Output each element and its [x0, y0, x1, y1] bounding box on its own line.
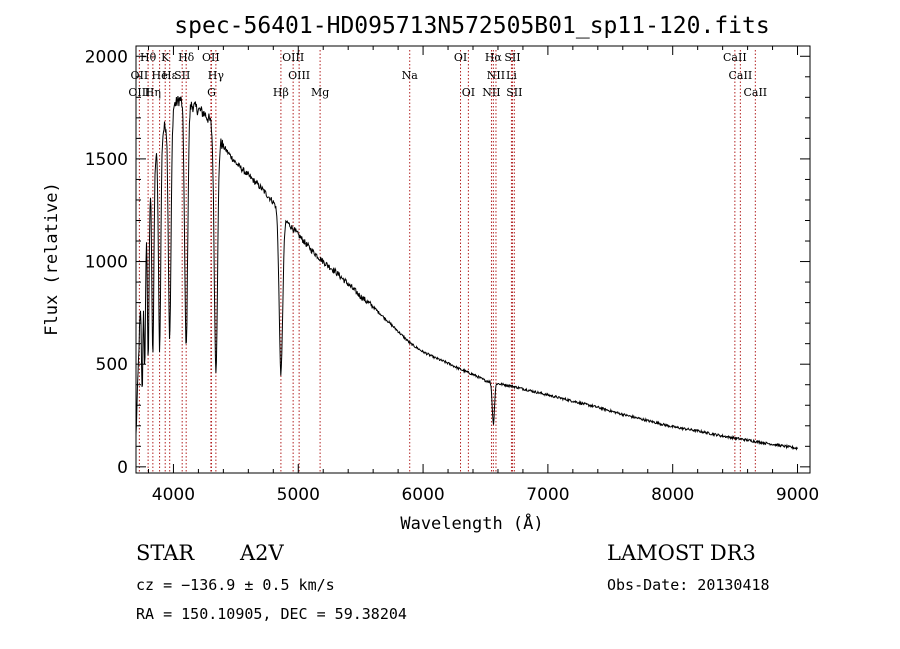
spectral-line-label: Mg [311, 86, 329, 99]
spectral-line-label: SII [506, 86, 522, 99]
chart-title: spec-56401-HD095713N572505B01_sp11-120.f… [174, 13, 769, 39]
observation-date: Obs-Date: 20130418 [607, 576, 770, 594]
spectral-line-label: CaII [729, 69, 753, 82]
spectral-line-label: He [152, 69, 168, 82]
spectral-line-label: OIII [288, 69, 310, 82]
y-tick-label: 500 [96, 355, 128, 375]
spectral-line-label: Hβ [273, 86, 289, 99]
spectral-line-label: CaII [743, 86, 767, 99]
y-tick-label: 2000 [85, 47, 128, 67]
redshift-value: cz = −136.9 ± 0.5 km/s [136, 576, 335, 594]
spectral-line-label: OI [462, 86, 475, 99]
sky-coordinates: RA = 150.10905, DEC = 59.38204 [136, 605, 407, 623]
y-tick-label: 1500 [85, 150, 128, 170]
spectral-line-label: OI [454, 51, 467, 64]
spectral-line-label: NII [487, 69, 505, 82]
spectral-line-label: CaII [723, 51, 747, 64]
spectral-line-label: K [161, 51, 170, 64]
spectral-line-label: Hγ [208, 69, 225, 82]
spectral-line-label: Hα [485, 51, 503, 64]
y-tick-label: 1000 [85, 253, 128, 273]
y-tick-label: 0 [117, 458, 128, 478]
y-axis-label: Flux (relative) [42, 182, 62, 336]
y-axis: 0 500 1000 1500 2000 [85, 47, 810, 478]
x-tick-label: 7000 [526, 485, 569, 505]
spectral-line-label: Hε [162, 69, 178, 82]
object-class: STAR [136, 541, 195, 565]
x-tick-label: 9000 [776, 485, 819, 505]
spectral-line-label: Hθ [140, 51, 157, 64]
spectral-line-label: G [207, 86, 216, 99]
x-tick-label: 5000 [277, 485, 320, 505]
info-block: STAR A2V LAMOST DR3 cz = −136.9 ± 0.5 km… [136, 541, 770, 623]
spectral-line-label: OIII [282, 51, 304, 64]
plot-frame [135, 45, 811, 474]
x-tick-label: 4000 [152, 485, 195, 505]
spectral-line-label: SII [504, 51, 520, 64]
spectral-line-label: Na [402, 69, 419, 82]
survey-name: LAMOST DR3 [607, 541, 756, 565]
spectral-line-label: Hδ [178, 51, 195, 64]
spectral-line-label: Hη [145, 86, 161, 99]
x-tick-label: 8000 [651, 485, 694, 505]
spectral-line-label: SII [174, 69, 190, 82]
x-axis: 4000 5000 6000 7000 8000 9000 [147, 46, 819, 505]
spectral-subclass: A2V [239, 541, 285, 565]
spectral-line-label: OII [131, 69, 149, 82]
spectrum-line [135, 96, 798, 451]
spectral-line-label: OII [202, 51, 220, 64]
spectral-line-label: NII [482, 86, 500, 99]
spectral-line-markers [138, 50, 756, 473]
x-axis-label: Wavelength (Å) [400, 512, 543, 534]
spectral-line-label: Li [506, 69, 517, 82]
spectral-line-label: OIII [128, 86, 150, 99]
x-tick-label: 6000 [401, 485, 444, 505]
